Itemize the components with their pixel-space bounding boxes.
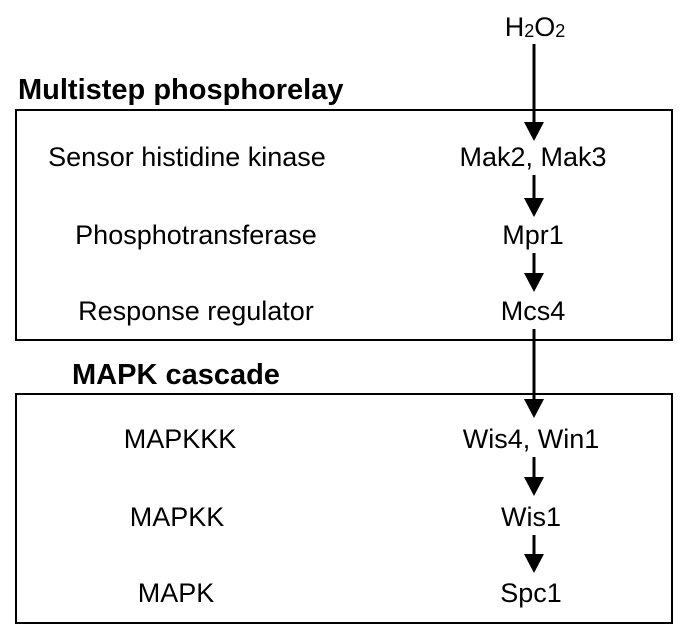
stimulus-h2o2: H2O2 — [504, 12, 566, 42]
role-phosphotransferase: Phosphotransferase — [75, 220, 317, 250]
protein-wis4-win1: Wis4, Win1 — [462, 424, 600, 454]
arrow-mcs4-to-wis4 — [524, 329, 544, 418]
protein-wis1: Wis1 — [501, 502, 561, 532]
protein-mpr1: Mpr1 — [502, 220, 564, 250]
mapk-cascade-box — [15, 393, 673, 624]
role-mapkkk: MAPKKK — [123, 424, 237, 454]
protein-mcs4: Mcs4 — [500, 296, 566, 326]
role-sensor-histidine-kinase: Sensor histidine kinase — [48, 142, 326, 172]
arrow-h2o2-to-mak — [524, 44, 544, 141]
arrow-mpr1-to-mcs4 — [524, 253, 544, 292]
protein-spc1: Spc1 — [500, 578, 562, 608]
section-title-phosphorelay: Multistep phosphorelay — [18, 74, 344, 106]
protein-mak2-mak3: Mak2, Mak3 — [459, 142, 607, 172]
role-mapkk: MAPKK — [129, 502, 225, 532]
arrow-wis4-to-wis1 — [524, 457, 544, 496]
phosphorelay-box — [15, 109, 673, 341]
arrow-wis1-to-spc1 — [524, 535, 544, 573]
arrow-mak-to-mpr1 — [524, 175, 544, 217]
section-title-mapk-cascade: MAPK cascade — [72, 359, 280, 391]
role-response-regulator: Response regulator — [78, 296, 314, 326]
role-mapk: MAPK — [137, 578, 215, 608]
